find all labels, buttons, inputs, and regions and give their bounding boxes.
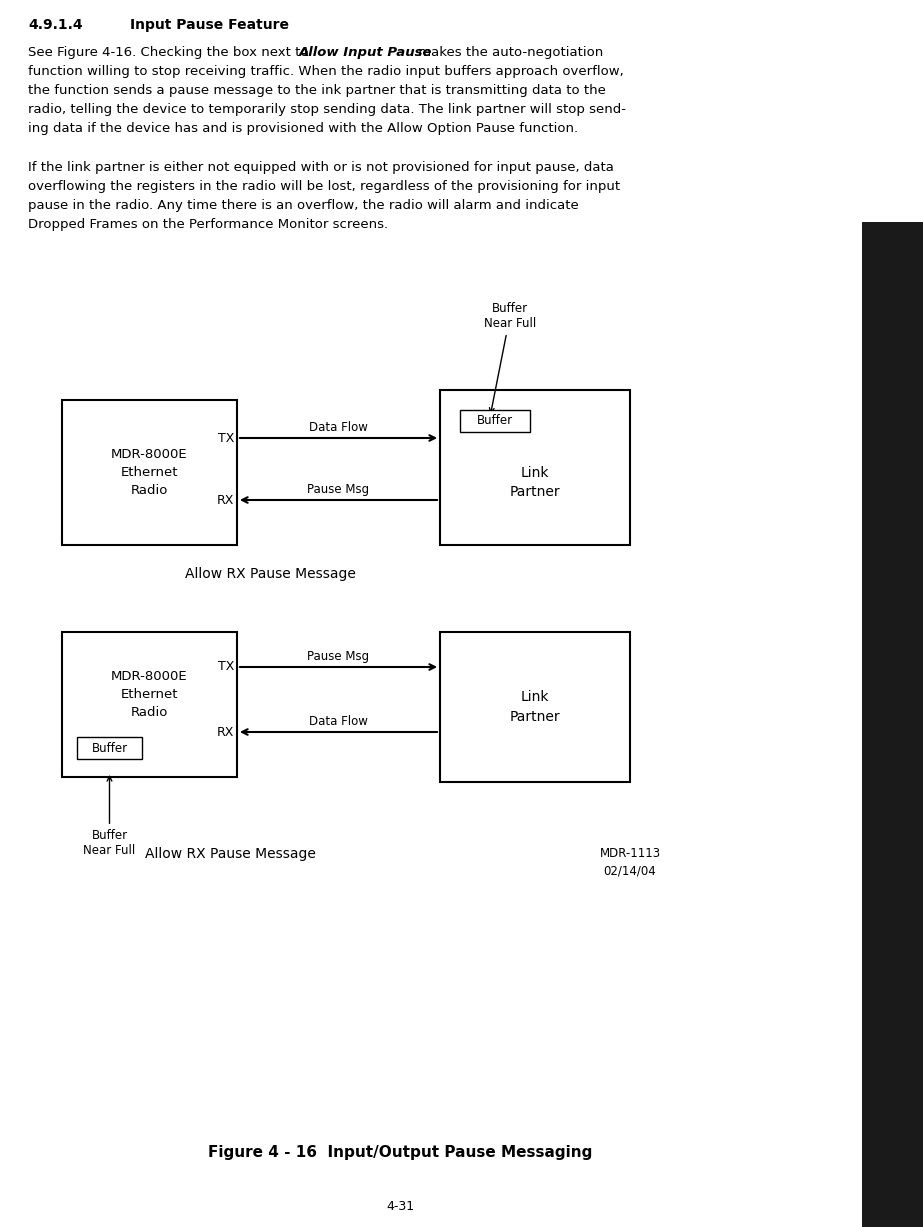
Text: Data Flow: Data Flow: [309, 715, 368, 728]
Bar: [77, 737, 142, 760]
Bar: [440, 390, 630, 545]
Text: makes the auto-negotiation: makes the auto-negotiation: [414, 45, 604, 59]
Text: the function sends a pause message to the ink partner that is transmitting data : the function sends a pause message to th…: [28, 83, 605, 97]
Text: Pause Msg: Pause Msg: [307, 650, 369, 663]
Text: MDR-8000E
Ethernet
Radio: MDR-8000E Ethernet Radio: [111, 670, 187, 719]
Text: TX: TX: [218, 660, 234, 674]
Bar: [460, 410, 530, 432]
Text: Pause Msg: Pause Msg: [307, 483, 369, 496]
Text: Link
Partner: Link Partner: [509, 691, 560, 724]
Text: pause in the radio. Any time there is an overflow, the radio will alarm and indi: pause in the radio. Any time there is an…: [28, 199, 579, 212]
Text: MDR-8000E
Ethernet
Radio: MDR-8000E Ethernet Radio: [111, 448, 187, 497]
Text: ing data if the device has and is provisioned with the Allow Option Pause functi: ing data if the device has and is provis…: [28, 121, 578, 135]
Text: Link
Partner: Link Partner: [509, 466, 560, 499]
Text: Buffer: Buffer: [91, 741, 127, 755]
Text: RX: RX: [217, 725, 234, 739]
Text: Buffer
Near Full: Buffer Near Full: [484, 302, 536, 412]
Text: Allow RX Pause Message: Allow RX Pause Message: [185, 567, 355, 582]
Text: See Figure 4-16. Checking the box next to: See Figure 4-16. Checking the box next t…: [28, 45, 313, 59]
Bar: [62, 400, 237, 545]
Text: TX: TX: [218, 432, 234, 444]
Text: overflowing the registers in the radio will be lost, regardless of the provision: overflowing the registers in the radio w…: [28, 180, 620, 193]
Text: Figure 4 - 16  Input/Output Pause Messaging: Figure 4 - 16 Input/Output Pause Messagi…: [208, 1145, 593, 1160]
Text: Input Pause Feature: Input Pause Feature: [130, 18, 289, 32]
Text: function willing to stop receiving traffic. When the radio input buffers approac: function willing to stop receiving traff…: [28, 65, 624, 79]
Text: radio, telling the device to temporarily stop sending data. The link partner wil: radio, telling the device to temporarily…: [28, 103, 626, 117]
Text: Allow Input Pause: Allow Input Pause: [299, 45, 432, 59]
Text: If the link partner is either not equipped with or is not provisioned for input : If the link partner is either not equipp…: [28, 161, 614, 174]
Text: MDR-1113
02/14/04: MDR-1113 02/14/04: [599, 847, 661, 877]
Text: Dropped Frames on the Performance Monitor screens.: Dropped Frames on the Performance Monito…: [28, 218, 389, 231]
Text: Data Flow: Data Flow: [309, 421, 368, 434]
Text: RX: RX: [217, 493, 234, 507]
Text: Buffer
Near Full: Buffer Near Full: [83, 777, 136, 856]
Text: 4.9.1.4: 4.9.1.4: [28, 18, 83, 32]
Text: Buffer: Buffer: [477, 415, 513, 427]
Bar: [440, 632, 630, 782]
Bar: [62, 632, 237, 777]
Text: 4-31: 4-31: [386, 1200, 414, 1214]
Text: Allow RX Pause Message: Allow RX Pause Message: [145, 847, 316, 861]
Bar: [862, 222, 923, 1227]
